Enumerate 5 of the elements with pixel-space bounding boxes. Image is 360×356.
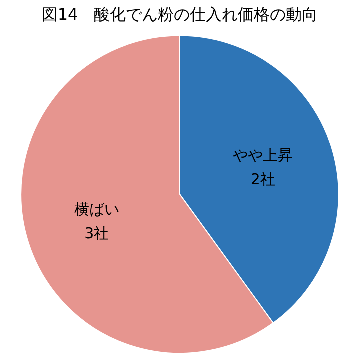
data-label: 2社: [250, 170, 276, 188]
data-label: 3社: [84, 224, 110, 242]
chart-title: 図14 酸化でん粉の仕入れ価格の動向: [42, 4, 318, 24]
slice-label: 横ばい: [74, 200, 120, 218]
slice-label: やや上昇: [233, 146, 294, 164]
